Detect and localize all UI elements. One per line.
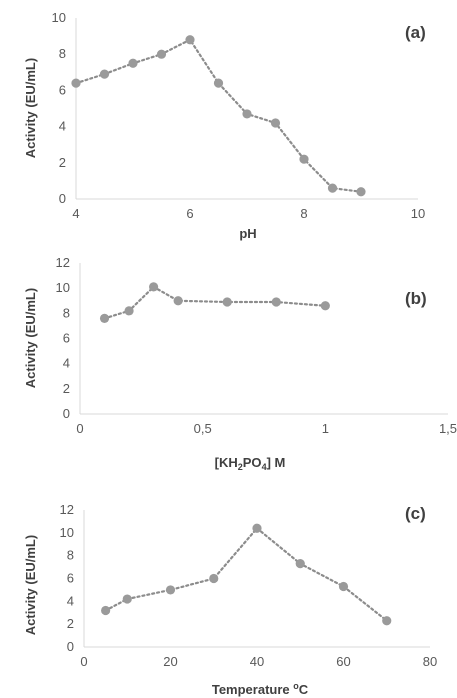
- y-tick-label-c: 10: [60, 525, 74, 540]
- y-tick-label-a: 8: [59, 46, 66, 61]
- y-axis-title-b: Activity (EU/mL): [23, 288, 38, 388]
- data-point-c: [101, 605, 111, 616]
- series-line-b: [103, 285, 327, 320]
- x-axis-title-b-part2: PO: [243, 455, 262, 470]
- x-tick-label-c: 0: [80, 654, 87, 669]
- y-tick-label-c: 8: [67, 548, 74, 563]
- y-tick-label-c: 0: [67, 639, 74, 654]
- data-point-a: [327, 183, 338, 193]
- x-axis-title-b-sub1: 2: [238, 462, 243, 472]
- y-tick-label-b: 4: [63, 356, 70, 371]
- data-point-a: [213, 78, 224, 88]
- data-point-c: [382, 616, 392, 626]
- series-line-c: [104, 526, 388, 622]
- y-tick-label-b: 10: [56, 280, 70, 295]
- data-point-c: [295, 559, 305, 569]
- data-point-c: [122, 594, 132, 604]
- x-axis-title-b-sub2: 4: [262, 462, 267, 472]
- data-point-b: [222, 297, 232, 307]
- x-tick-label-c: 60: [336, 654, 350, 669]
- data-point-a: [270, 118, 281, 128]
- panel-label-c: (c): [405, 504, 426, 523]
- x-tick-label-c: 20: [163, 654, 177, 669]
- data-point-b: [320, 301, 330, 311]
- x-tick-label-a: 10: [411, 206, 425, 221]
- series-line-a: [74, 38, 363, 193]
- data-point-a: [242, 109, 252, 119]
- y-tick-label-c: 2: [67, 616, 74, 631]
- y-tick-label-a: 0: [59, 191, 66, 206]
- data-point-b: [99, 313, 110, 323]
- y-tick-label-b: 6: [63, 331, 70, 346]
- data-point-b: [271, 297, 281, 307]
- x-axis-title-c: Temperature oC: [212, 681, 309, 697]
- y-tick-label-a: 2: [59, 155, 66, 170]
- panel-label-a: (a): [405, 23, 426, 42]
- data-point-a: [299, 154, 309, 164]
- panel-label-b: (b): [405, 289, 427, 308]
- x-tick-label-a: 8: [300, 206, 307, 221]
- y-axis-title-c: Activity (EU/mL): [23, 535, 38, 635]
- data-point-b: [149, 282, 159, 292]
- x-axis-title-b: [KH2PO4] M: [215, 455, 286, 472]
- y-tick-label-a: 10: [52, 10, 66, 25]
- x-tick-label-b: 0: [76, 421, 83, 436]
- data-point-c: [338, 581, 349, 592]
- chart-panel-b: (b) [KH2PO4] M Activity (EU/mL) 02468101…: [23, 255, 457, 472]
- chart-panel-a: (a) pH Activity (EU/mL) 0 2 4 6 8 10 4 6 8 10: [23, 10, 426, 241]
- data-point-c: [209, 573, 219, 584]
- y-tick-label-b: 2: [63, 381, 70, 396]
- y-tick-label-b: 8: [63, 305, 70, 320]
- x-axis-title-c-part1: Temperature: [212, 682, 293, 697]
- x-axis-title-b-part1: [KH: [215, 455, 238, 470]
- data-point-b: [124, 306, 134, 316]
- data-point-a: [156, 49, 167, 59]
- y-tick-label-b: 0: [63, 406, 70, 421]
- y-tick-label-a: 6: [59, 82, 66, 97]
- x-axis-title-c-part2: C: [299, 682, 309, 697]
- y-tick-label-c: 12: [60, 502, 74, 517]
- x-tick-label-c: 80: [423, 654, 437, 669]
- y-axis-title-a: Activity (EU/mL): [23, 58, 38, 158]
- chart-panel-c: (c) Temperature oC Activity (EU/mL) 0 2 4 6…: [23, 502, 437, 697]
- x-axis-title-c-sup: o: [293, 681, 299, 691]
- data-point-c: [252, 523, 262, 533]
- x-tick-label-a: 6: [186, 206, 193, 221]
- data-point-a: [185, 35, 195, 45]
- data-point-a: [71, 78, 81, 88]
- x-tick-label-b: 1,5: [439, 421, 457, 436]
- x-tick-label-c: 40: [250, 654, 264, 669]
- y-tick-label-b: 12: [56, 255, 70, 270]
- data-point-a: [356, 187, 366, 197]
- y-tick-label-c: 4: [67, 593, 74, 608]
- x-axis-title-b-part3: ] M: [267, 455, 286, 470]
- data-point-a: [99, 69, 110, 79]
- data-point-a: [128, 58, 138, 68]
- x-axis-title-a: pH: [239, 226, 256, 241]
- x-tick-label-a: 4: [72, 206, 79, 221]
- x-tick-label-b: 1: [322, 421, 329, 436]
- data-point-b: [173, 296, 183, 306]
- x-tick-label-b: 0,5: [194, 421, 212, 436]
- data-point-c: [165, 585, 176, 595]
- y-tick-label-a: 4: [59, 119, 66, 134]
- y-tick-label-c: 6: [67, 571, 74, 586]
